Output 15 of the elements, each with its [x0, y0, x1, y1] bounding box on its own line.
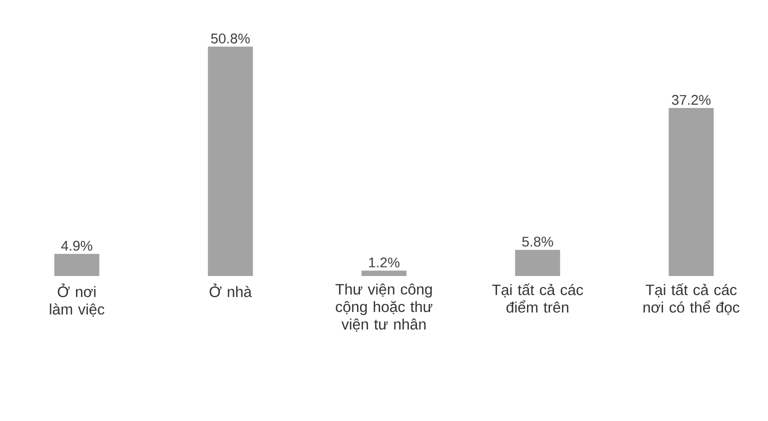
data-label: 37.2%	[672, 94, 711, 105]
x-tick-label: Tại tất cả các điểm trên	[492, 284, 584, 313]
x-tick-label: Ở nơi làm việc	[50, 284, 104, 317]
data-label: 5.8%	[522, 236, 554, 247]
data-label: 50.8%	[211, 34, 250, 44]
bar	[515, 250, 560, 276]
x-tick-label: Tại tất cả các nơi có thể đọc	[644, 284, 740, 315]
data-label: 4.9%	[61, 240, 92, 251]
bar	[208, 46, 253, 276]
bar	[54, 254, 100, 276]
bar	[668, 108, 714, 276]
bar	[362, 270, 407, 276]
x-tick-label: Ở nhà	[210, 284, 252, 298]
data-label: 1.2%	[369, 258, 400, 268]
x-tick-label: Thư viện công cộng hoặc thư viện tư nhân	[336, 284, 432, 332]
